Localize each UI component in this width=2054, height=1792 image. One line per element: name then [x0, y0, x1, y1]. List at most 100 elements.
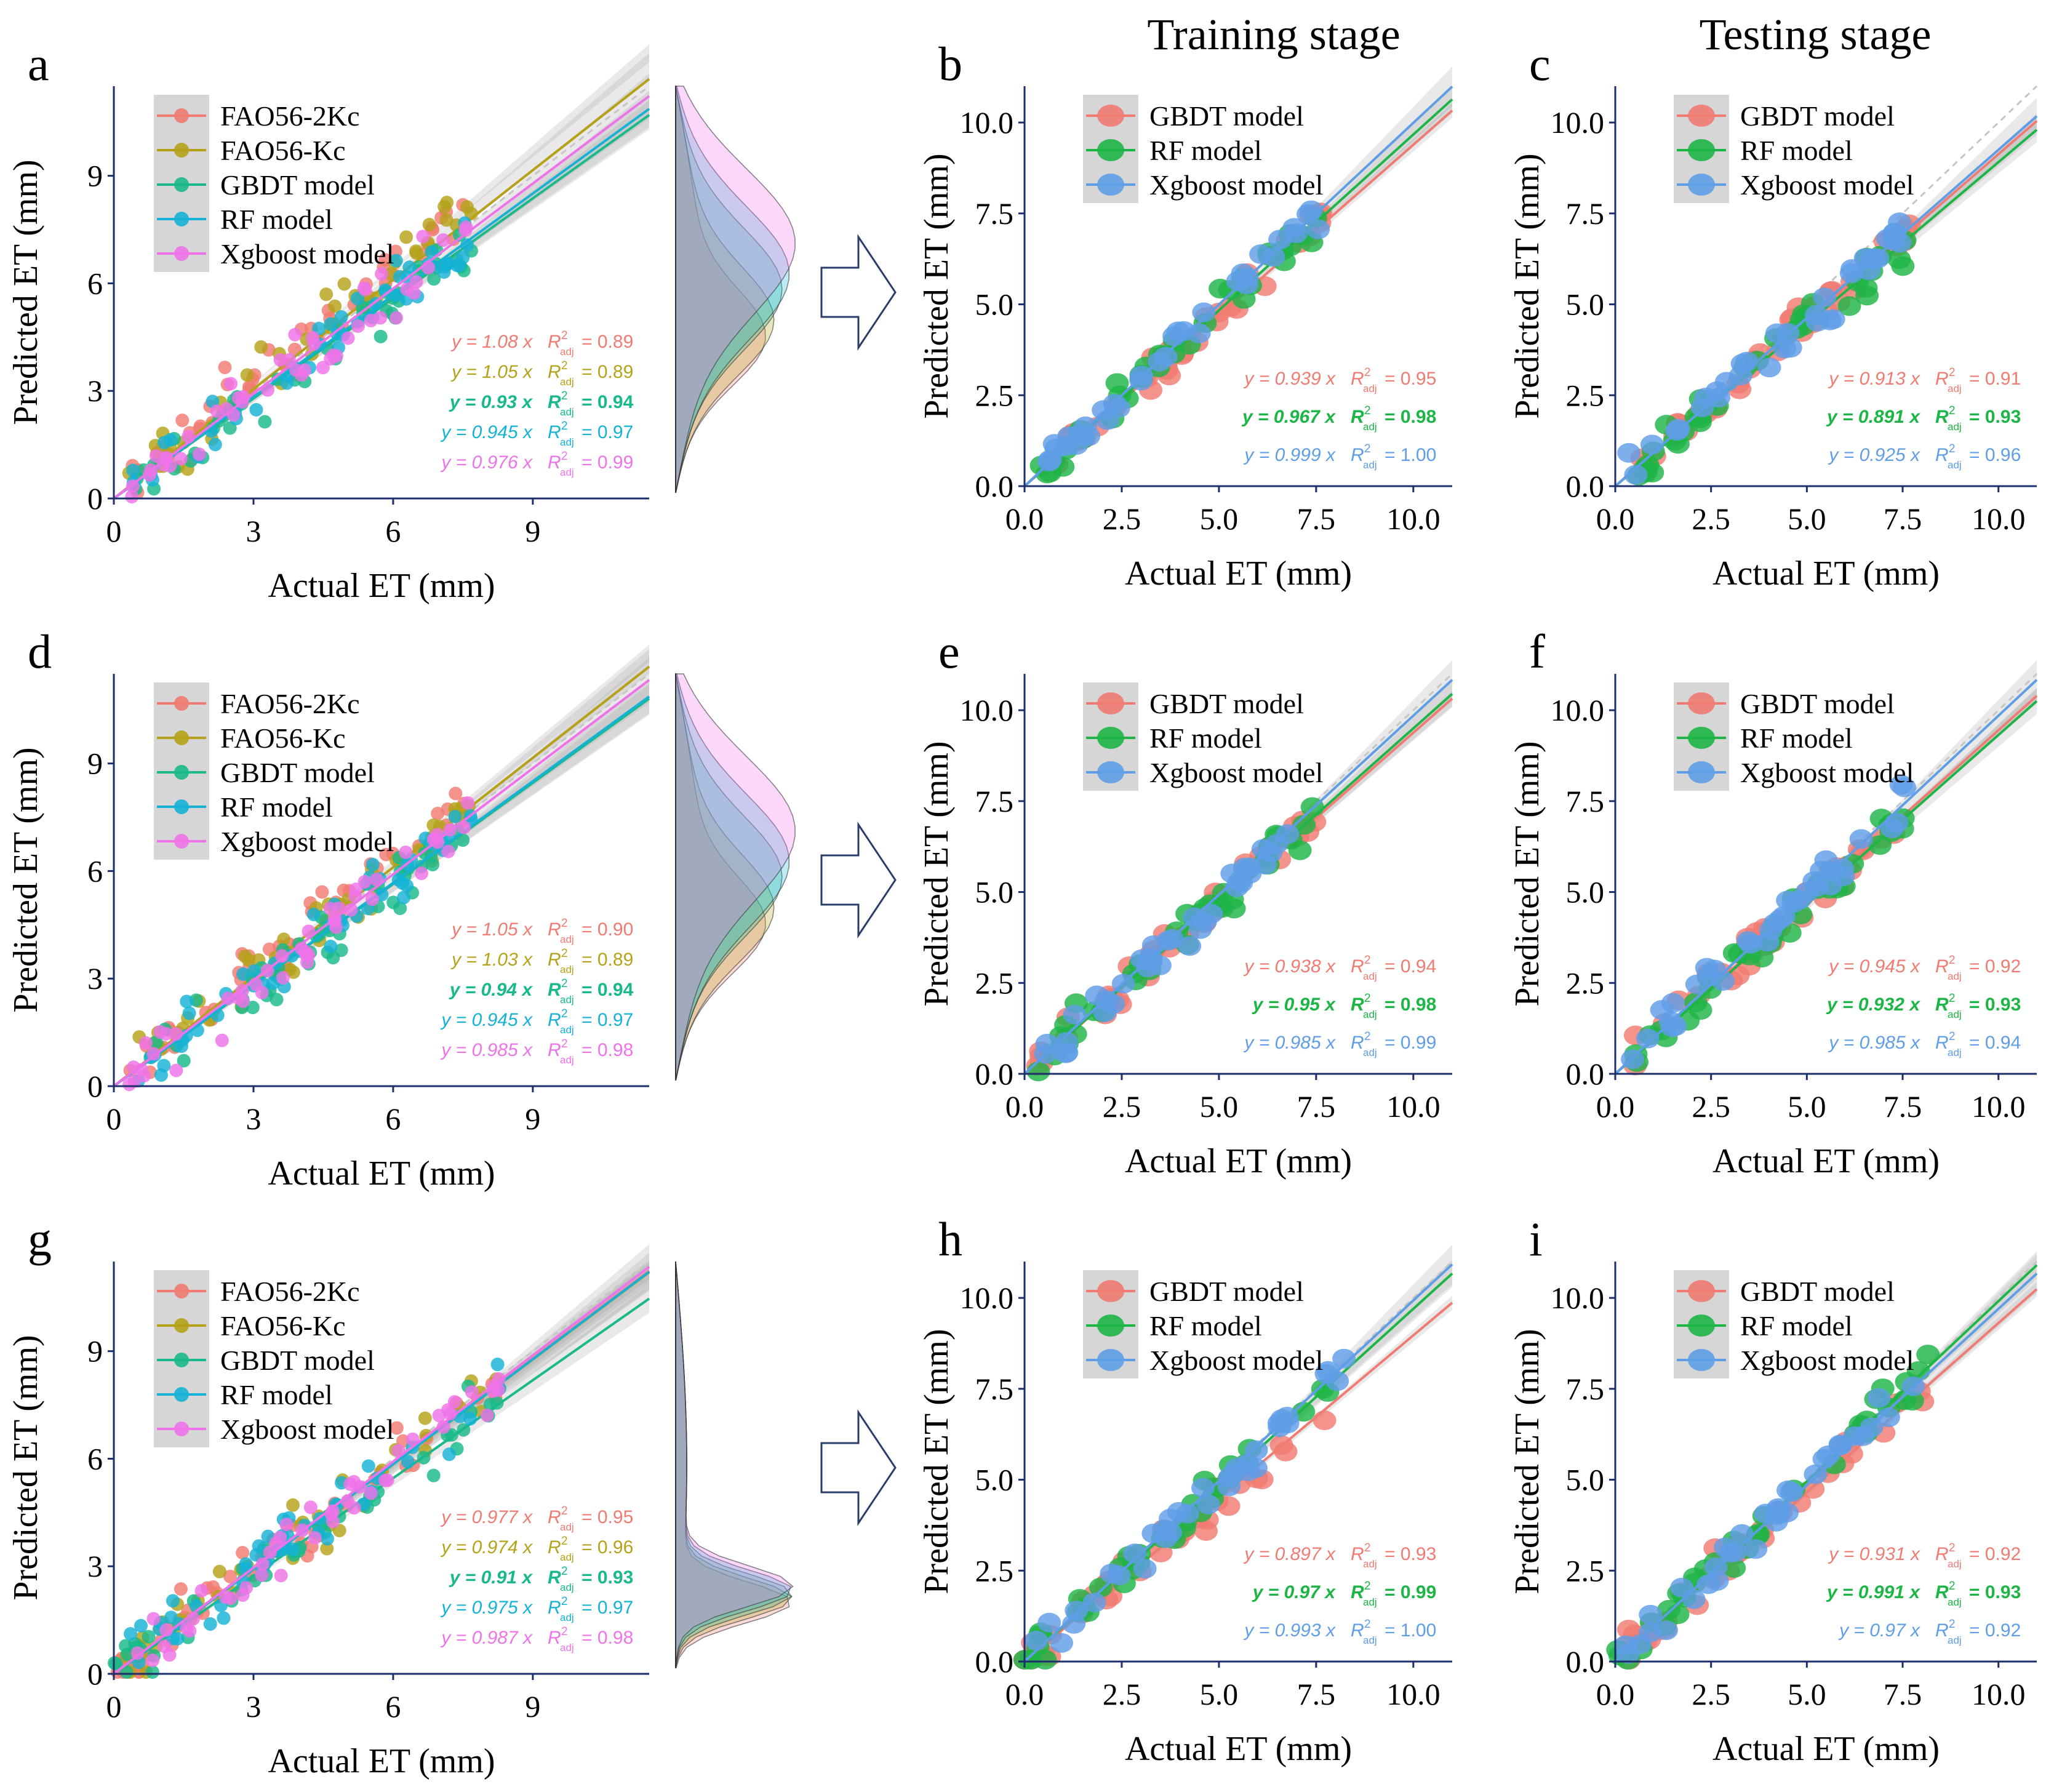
- data-point: [1154, 1528, 1178, 1548]
- y-tick-label: 2.5: [1566, 378, 1605, 412]
- data-point: [1033, 1650, 1057, 1670]
- data-point: [465, 1385, 479, 1399]
- legend-label: Xgboost model: [1149, 757, 1323, 788]
- data-point: [146, 1654, 160, 1668]
- r-squared-value: = 0.89: [581, 950, 633, 970]
- equation-label: y = 1.05 x: [450, 362, 533, 382]
- legend-marker: [1688, 105, 1715, 127]
- r-squared-value: = 0.97: [581, 422, 633, 442]
- r-squared-value: = 0.91: [1969, 369, 2021, 389]
- data-point: [422, 218, 436, 232]
- x-axis-label: Actual ET (mm): [1125, 1142, 1352, 1180]
- data-point: [1035, 1033, 1059, 1054]
- r-squared-value: = 0.92: [1969, 1544, 2021, 1564]
- x-tick-label: 2.5: [1103, 1089, 1141, 1124]
- data-point: [461, 796, 475, 810]
- equation-label: y = 0.931 x: [1828, 1544, 1920, 1564]
- data-point: [306, 907, 321, 921]
- r-squared-superscript: 2: [561, 359, 568, 372]
- legend-marker: [1688, 1314, 1715, 1337]
- legend-label: Xgboost model: [220, 238, 394, 270]
- data-point: [1616, 1644, 1640, 1664]
- data-point: [145, 1665, 159, 1679]
- equation-label: y = 0.945 x: [440, 1010, 533, 1030]
- data-point: [427, 272, 441, 286]
- data-point: [1082, 1593, 1106, 1613]
- x-tick-label: 0: [106, 1102, 122, 1136]
- legend-marker: [1097, 727, 1124, 749]
- r-squared-superscript: 2: [1949, 992, 1956, 1005]
- y-tick-label: 10.0: [1551, 105, 1605, 140]
- r-squared-superscript: 2: [1949, 404, 1956, 417]
- data-point: [240, 368, 254, 382]
- data-point: [441, 844, 455, 858]
- y-tick-label: 2.5: [1566, 1553, 1605, 1588]
- data-point: [224, 377, 238, 391]
- r-squared-subscript: adj: [1363, 421, 1377, 433]
- data-point: [1885, 812, 1909, 833]
- data-point: [1696, 1574, 1720, 1594]
- data-point: [127, 1074, 142, 1088]
- r-squared-number: 0.99: [597, 452, 633, 473]
- x-tick-label: 9: [525, 1689, 540, 1724]
- r-squared-subscript: adj: [560, 1024, 574, 1036]
- y-tick-label: 3: [87, 1549, 103, 1583]
- data-point: [1818, 310, 1842, 330]
- r-squared-subscript: adj: [1948, 1558, 1962, 1570]
- x-tick-label: 5.0: [1200, 1677, 1239, 1711]
- equation-label: y = 1.08 x: [450, 332, 533, 352]
- data-point: [437, 265, 451, 279]
- data-point: [182, 1006, 196, 1020]
- data-point: [1697, 966, 1721, 986]
- r-squared-value: = 0.96: [581, 1537, 633, 1558]
- regression-line: [1614, 115, 2038, 487]
- y-tick-label: 6: [87, 854, 103, 888]
- data-point: [109, 1657, 123, 1671]
- y-tick-label: 2.5: [975, 1553, 1014, 1588]
- r-squared-symbol: R: [1351, 956, 1364, 977]
- legend-label: RF model: [220, 204, 333, 235]
- r-squared-value: = 0.97: [581, 1010, 633, 1030]
- r-squared-superscript: 2: [1949, 1618, 1956, 1631]
- y-tick-label: 5.0: [1566, 287, 1605, 322]
- r-squared-subscript: adj: [1948, 970, 1962, 982]
- equation-label: y = 0.897 x: [1243, 1544, 1336, 1564]
- data-point: [180, 994, 194, 1009]
- y-tick-label: 3: [87, 374, 103, 408]
- data-point: [1867, 1388, 1891, 1408]
- r-squared-value: = 0.89: [581, 332, 633, 352]
- data-point: [246, 1001, 260, 1015]
- r-squared-value: = 0.90: [581, 919, 633, 940]
- header-testing: Testing stage: [1700, 10, 1932, 59]
- data-point: [1714, 1537, 1738, 1558]
- data-point: [249, 402, 263, 417]
- legend-marker: [174, 1284, 189, 1298]
- data-point: [252, 1539, 266, 1553]
- data-point: [242, 953, 256, 967]
- x-tick-label: 7.5: [1884, 1089, 1922, 1124]
- r-squared-symbol: R: [548, 980, 561, 1000]
- r-squared-superscript: 2: [1949, 1542, 1956, 1554]
- equation-label: y = 0.925 x: [1828, 445, 1920, 465]
- legend-label: GBDT model: [1149, 100, 1304, 132]
- r-squared-symbol: R: [1351, 994, 1364, 1015]
- y-axis-label: Predicted ET (mm): [1508, 741, 1546, 1006]
- equation-label: y = 0.985 x: [1828, 1033, 1920, 1053]
- y-tick-label: 0.0: [1566, 469, 1605, 503]
- r-squared-value: = 0.92: [1969, 956, 2021, 977]
- data-point: [358, 282, 372, 297]
- panel-g: g 0 3 6 9 0 3 6 9 Actual ET (mm) Predicted ET (mm)…: [7, 1212, 897, 1780]
- legend-marker: [174, 696, 189, 711]
- r-squared-number: 0.94: [1985, 1033, 2021, 1053]
- panel-letter: i: [1529, 1212, 1543, 1266]
- legend-marker: [174, 177, 189, 192]
- y-axis-label: Predicted ET (mm): [1508, 153, 1546, 418]
- data-point: [1249, 244, 1273, 265]
- r-squared-value: = 1.00: [1385, 1620, 1436, 1641]
- r-squared-value: = 0.93: [581, 1567, 633, 1588]
- r-squared-superscript: 2: [561, 1565, 568, 1578]
- r-squared-subscript: adj: [560, 1642, 574, 1654]
- data-point: [1188, 919, 1212, 939]
- data-point: [1063, 1004, 1087, 1025]
- data-point: [159, 1623, 174, 1637]
